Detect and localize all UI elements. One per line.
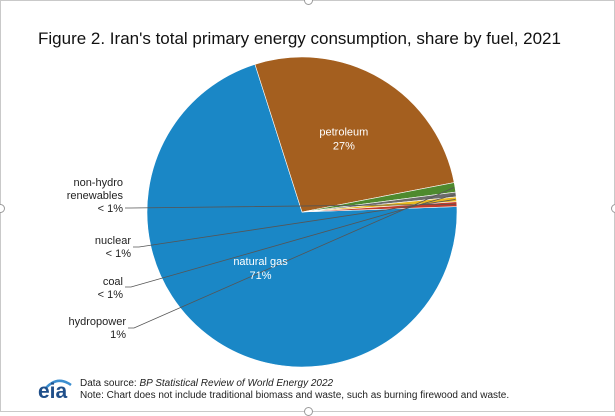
- leader-line-non-hydro-renewables: [125, 203, 456, 209]
- source-note: Data source: BP Statistical Review of Wo…: [80, 378, 509, 402]
- pie-slice-petroleum: [254, 56, 455, 213]
- side-label-hydropower-line-0: hydropower: [69, 316, 127, 328]
- resize-handle-top[interactable]: [304, 0, 313, 5]
- side-label-nuclear-line-1: < 1%: [106, 248, 132, 260]
- eia-logo-arc: [44, 379, 72, 390]
- eia-logo-text: eia: [38, 380, 68, 403]
- resize-handle-right[interactable]: [611, 204, 615, 213]
- side-label-coal-line-0: coal: [103, 276, 123, 288]
- resize-handle-left[interactable]: [0, 204, 5, 213]
- slice-label-natural-gas-value: 71%: [250, 270, 272, 282]
- leader-line-nuclear: [133, 199, 456, 248]
- side-label-non-hydro-renewables-line-0: non-hydro: [73, 177, 123, 189]
- source-prefix: Data source:: [80, 378, 140, 389]
- slice-label-natural-gas-name: natural gas: [233, 256, 288, 268]
- side-label-non-hydro-renewables-line-2: < 1%: [98, 203, 124, 215]
- leader-line-coal: [125, 194, 456, 288]
- side-label-hydropower-line-1: 1%: [110, 329, 126, 341]
- slice-label-petroleum-name: petroleum: [319, 126, 368, 138]
- slice-label-petroleum-value: 27%: [333, 140, 355, 152]
- side-label-coal-line-1: < 1%: [98, 289, 124, 301]
- side-label-non-hydro-renewables-line-1: renewables: [67, 190, 124, 202]
- pie-slice-natural-gas: [146, 63, 458, 368]
- leader-lines: [125, 187, 456, 329]
- leader-line-hydropower: [128, 187, 455, 329]
- pie-slices: [146, 56, 458, 368]
- side-label-nuclear-line-0: nuclear: [95, 235, 131, 247]
- chart-title: Figure 2. Iran's total primary energy co…: [38, 29, 561, 48]
- chart-note: Note: Chart does not include traditional…: [80, 390, 510, 401]
- pie-labels: natural gas 71% petroleum 27% non-hydrorenew…: [67, 126, 369, 341]
- source-title: BP Statistical Review of World Energy 20…: [139, 378, 334, 389]
